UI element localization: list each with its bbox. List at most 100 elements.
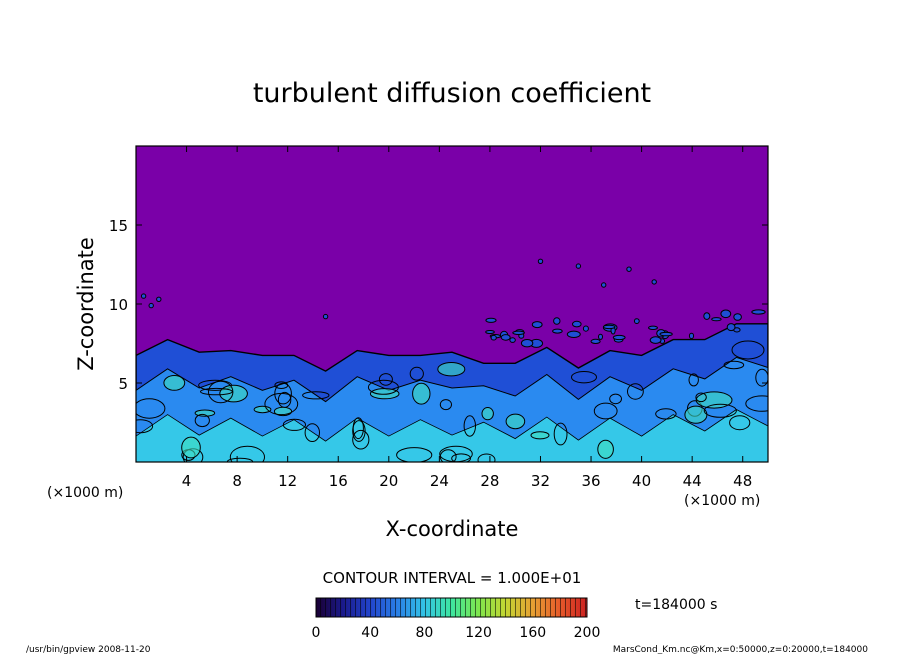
eddy-contour	[163, 375, 186, 391]
eddy-contour	[463, 415, 476, 437]
eddy-contour	[136, 419, 154, 434]
eddy-contour	[253, 405, 272, 414]
upper-blob	[649, 336, 662, 344]
y-axis-label: Z-coordinate	[74, 237, 98, 371]
colorbar: 0 40 80 120 160 200	[312, 597, 601, 641]
x-tick-label: 28	[480, 472, 499, 490]
eddy-contour	[609, 393, 622, 405]
eddy-contour	[194, 413, 210, 428]
eddy-contour	[396, 447, 433, 462]
upper-blob	[582, 325, 589, 332]
eddy-contour	[593, 402, 618, 420]
eddy-contour	[304, 423, 320, 443]
eddy-contour	[412, 382, 431, 405]
eddy-contour	[745, 395, 768, 412]
x-tick-label: 4	[182, 472, 192, 490]
x-tick-label: 44	[683, 472, 702, 490]
eddy-contour	[409, 366, 424, 381]
colorbar-tick-label: 200	[574, 625, 601, 641]
upper-blob	[601, 282, 607, 288]
colorbar-tick-label: 120	[465, 625, 492, 641]
eddy-contour	[439, 449, 457, 462]
eddy-contour	[505, 413, 526, 430]
upper-blob	[598, 333, 603, 340]
y-tick-label: 15	[109, 217, 128, 235]
upper-blob	[566, 330, 581, 338]
eddy-contour	[755, 368, 768, 387]
eddy-contour	[655, 408, 677, 420]
upper-blob	[156, 296, 162, 302]
eddy-contour	[703, 403, 737, 418]
upper-blob	[520, 339, 534, 348]
colorbar-tick-label: 160	[519, 625, 546, 641]
upper-blob	[485, 317, 497, 323]
colorbar-tick-label: 80	[415, 625, 433, 641]
upper-blob	[148, 302, 154, 309]
eddy-contour	[181, 436, 201, 459]
colorbar-stripes	[316, 598, 587, 617]
eddy-contour	[627, 383, 644, 400]
upper-blob	[531, 321, 543, 329]
upper-blob	[648, 325, 658, 330]
x-tick-label: 8	[232, 472, 242, 490]
upper-blob	[626, 266, 632, 272]
eddy-contour	[729, 415, 751, 431]
time-label: t=184000 s	[635, 597, 717, 613]
eddy-contour	[684, 405, 708, 424]
eddy-contour	[302, 391, 330, 400]
contour-interval-text: CONTOUR INTERVAL = 1.000E+01	[323, 569, 582, 587]
upper-blob	[711, 317, 722, 322]
upper-blob	[590, 338, 601, 344]
upper-blob	[688, 332, 695, 340]
upper-blob	[322, 313, 329, 320]
x-tick-label: 32	[531, 472, 550, 490]
upper-blob	[726, 323, 736, 332]
x-tick-label: 48	[733, 472, 752, 490]
upper-blob	[651, 279, 657, 285]
eddy-contour	[200, 387, 233, 396]
upper-blob	[720, 309, 732, 319]
eddy-contour	[378, 373, 393, 386]
upper-blob	[572, 320, 582, 328]
x-tick-label: 16	[329, 472, 348, 490]
upper-blob	[490, 334, 497, 341]
eddy-contour	[367, 379, 399, 395]
eddy-contour	[282, 418, 306, 431]
upper-blob	[500, 334, 511, 341]
upper-blob	[509, 337, 516, 343]
eddy-contour	[688, 373, 699, 387]
eddy-contour	[477, 453, 496, 462]
eddy-contour	[437, 362, 466, 377]
x-unit-left: (×1000 m)	[47, 485, 123, 501]
eddy-contour	[229, 445, 265, 462]
eddy-contour	[723, 360, 745, 370]
x-tick-label: 24	[430, 472, 449, 490]
colorbar-tick-label: 0	[312, 625, 321, 641]
upper-blob	[633, 318, 640, 325]
turbulence-field	[136, 258, 768, 462]
upper-level-blobs	[140, 258, 766, 348]
eddy-contour	[695, 391, 733, 409]
footer-left: /usr/bin/gpview 2008-11-20	[26, 645, 151, 654]
eddy-contour	[136, 398, 166, 419]
upper-blob	[612, 334, 626, 341]
footer-right: MarsCond_Km.nc@Km,x=0:50000,z=0:20000,t=…	[613, 645, 868, 654]
x-tick-label: 36	[581, 472, 600, 490]
eddy-contour	[208, 380, 234, 404]
upper-blob	[553, 317, 561, 325]
eddy-contour	[481, 407, 494, 421]
upper-blob	[552, 328, 563, 334]
eddy-contour	[369, 388, 400, 400]
y-tick-label: 10	[109, 296, 128, 314]
colorbar-tick-label: 40	[361, 625, 379, 641]
upper-blob	[575, 263, 582, 269]
eddy-contour	[352, 420, 366, 442]
upper-blob	[703, 312, 711, 320]
eddy-contour	[731, 340, 765, 360]
eddy-contour	[571, 371, 597, 384]
upper-blob	[512, 330, 525, 335]
upper-blob	[602, 324, 616, 330]
chart-title: turbulent diffusion coefficient	[253, 78, 651, 109]
x-tick-label: 12	[278, 472, 297, 490]
